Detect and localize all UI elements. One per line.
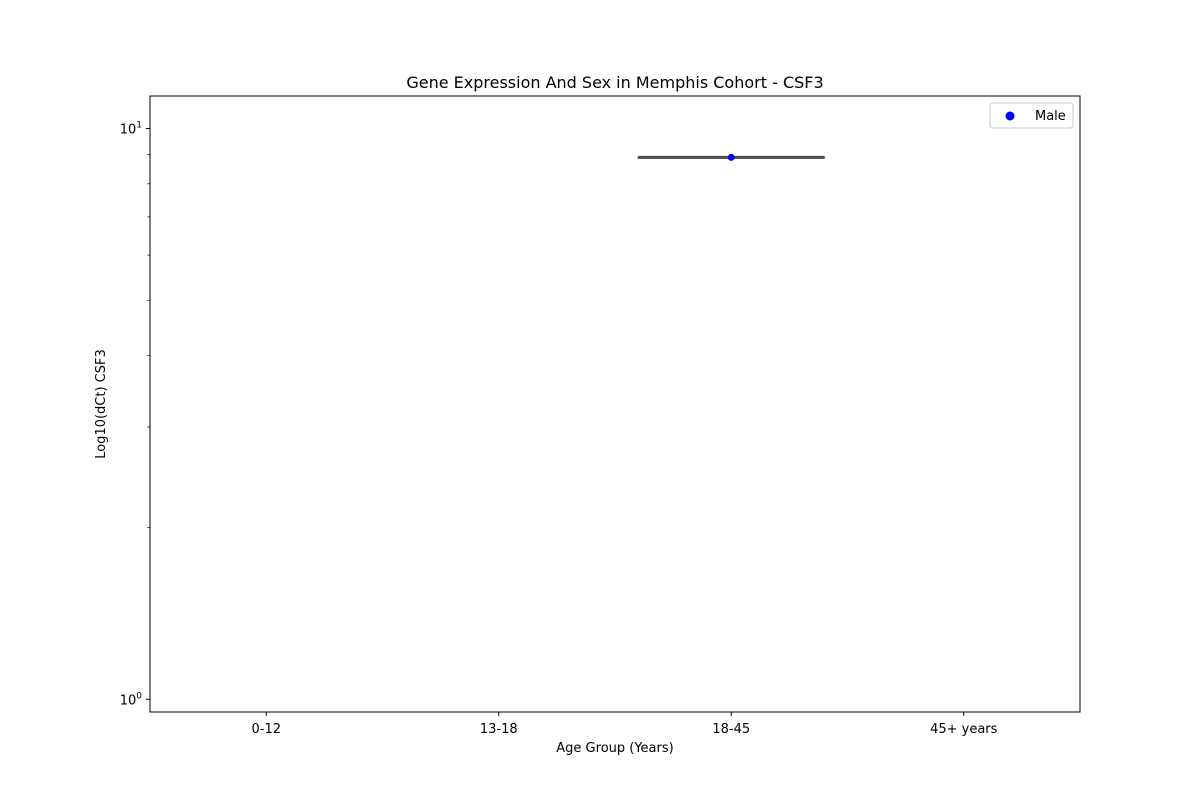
data-point-male <box>727 153 735 161</box>
plot-area <box>149 95 1081 713</box>
x-tick-label: 45+ years <box>930 722 998 737</box>
y-tick-label: 101 <box>120 120 142 137</box>
y-axis-label: Log10(dCt) CSF3 <box>94 349 109 459</box>
y-tick-exponent: 0 <box>136 691 142 701</box>
legend-box <box>989 102 1074 129</box>
x-axis-label: Age Group (Years) <box>556 741 673 756</box>
x-axis-ticks: 0-12 13-18 18-45 45+ years <box>251 712 998 737</box>
legend-label-male: Male <box>1035 109 1066 124</box>
y-tick-label: 100 <box>120 691 143 708</box>
x-tick-label: 13-18 <box>480 722 518 737</box>
y-tick-base: 10 <box>120 122 137 137</box>
y-tick-exponent: 1 <box>136 120 142 130</box>
legend-marker-male <box>1005 111 1015 121</box>
chart-title: Gene Expression And Sex in Memphis Cohor… <box>406 73 823 92</box>
data-points <box>727 153 735 161</box>
axes-frame <box>149 95 1081 713</box>
y-tick-base: 10 <box>120 693 137 708</box>
x-tick-label: 18-45 <box>712 722 750 737</box>
legend: Male <box>989 102 1074 129</box>
x-tick-label: 0-12 <box>251 722 281 737</box>
